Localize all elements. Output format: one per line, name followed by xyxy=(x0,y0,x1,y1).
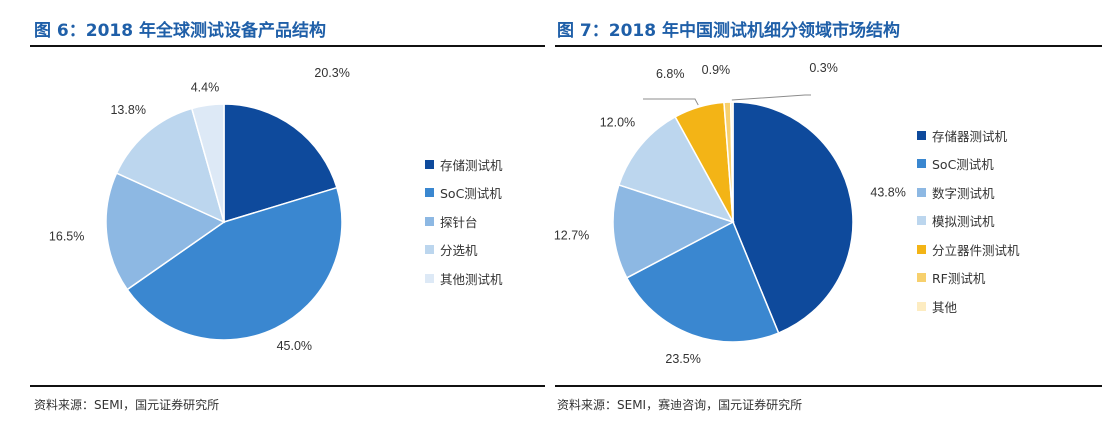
data-label: 16.5% xyxy=(49,229,84,243)
legend-swatch xyxy=(917,273,926,283)
legend-swatch xyxy=(425,216,434,226)
data-label: 45.0% xyxy=(277,339,312,353)
data-label: 43.8% xyxy=(870,186,905,200)
pie-slice xyxy=(625,220,780,343)
legend-item: 其他 xyxy=(917,292,1020,321)
source-note: 资料来源：SEMI，赛迪咨询，国元证券研究所 xyxy=(557,398,803,412)
source-rule xyxy=(30,385,545,387)
legend-item: 探针台 xyxy=(425,207,503,236)
legend-swatch xyxy=(917,216,926,226)
legend-label: 其他 xyxy=(932,299,958,315)
legend-label: 存储测试机 xyxy=(440,157,503,173)
pie-slice xyxy=(223,103,338,224)
source-note: 资料来源：SEMI，国元证券研究所 xyxy=(34,398,220,412)
pie-slice xyxy=(115,107,226,224)
legend-swatch xyxy=(917,244,926,254)
chart-title: 图 6：2018 年全球测试设备产品结构 xyxy=(34,21,326,41)
pie-slice xyxy=(126,186,343,341)
legend-label: 模拟测试机 xyxy=(932,214,995,230)
figure-6-panel: 图 6：2018 年全球测试设备产品结构 20.3% 45.0% 16.5% 13.8… xyxy=(0,0,545,444)
legend-item: 分立器件测试机 xyxy=(917,235,1020,264)
legend-swatch xyxy=(425,245,434,255)
legend-item: 模拟测试机 xyxy=(917,207,1020,236)
data-label: 20.3% xyxy=(314,66,349,80)
legend: 存储器测试机 SoC测试机 数字测试机模拟测试机分立器件测试机 RF测试机其他 xyxy=(917,121,1020,321)
pie-slice xyxy=(190,103,225,223)
legend-label: 存储器测试机 xyxy=(932,128,1008,144)
legend-label: RF测试机 xyxy=(932,271,986,287)
legend-item: 存储器测试机 xyxy=(917,121,1020,150)
pie-slice xyxy=(617,115,735,224)
legend: 存储测试机 SoC测试机 探针台分选机其他测试机 xyxy=(425,150,503,293)
legend-label: 数字测试机 xyxy=(932,185,995,201)
data-label: 0.9% xyxy=(702,63,731,77)
data-label: 4.4% xyxy=(191,80,220,94)
pie-slice xyxy=(105,172,226,291)
pie-slice xyxy=(729,101,734,223)
title-rule xyxy=(555,45,1102,47)
legend-item: RF测试机 xyxy=(917,264,1020,293)
source-rule xyxy=(555,385,1102,387)
legend-swatch xyxy=(917,130,926,140)
data-label: 12.7% xyxy=(554,228,589,242)
legend-item: 其他测试机 xyxy=(425,264,503,293)
data-label: 12.0% xyxy=(600,115,635,129)
legend-swatch xyxy=(425,273,434,283)
data-label: 23.5% xyxy=(665,352,700,366)
pie-chart-china-tester-market: 43.8% 23.5% 12.7% 12.0% 6.8% 0.9% 0.3% xyxy=(554,61,906,366)
legend-label: 探针台 xyxy=(440,214,478,230)
legend-label: SoC测试机 xyxy=(932,157,994,173)
legend-item: SoC测试机 xyxy=(425,179,503,208)
figure-7-panel: 图 7：2018 年中国测试机细分领域市场结构 43.8% 23.5% 12.7% 1… xyxy=(554,0,1102,444)
legend-item: 分选机 xyxy=(425,236,503,265)
legend-swatch xyxy=(917,301,926,311)
legend-item: 存储测试机 xyxy=(425,150,503,179)
leader-line xyxy=(731,94,811,101)
legend-label: 其他测试机 xyxy=(440,271,503,287)
legend-swatch xyxy=(425,159,434,169)
data-label: 0.3% xyxy=(809,61,838,75)
legend-label: 分立器件测试机 xyxy=(932,242,1020,258)
pie-chart-global-test-equipment: 20.3% 45.0% 16.5% 13.8% 4.4% xyxy=(49,66,350,353)
pie-slice xyxy=(732,101,854,334)
chart-title: 图 7：2018 年中国测试机细分领域市场结构 xyxy=(557,21,900,41)
legend-item: 数字测试机 xyxy=(917,178,1020,207)
data-label: 13.8% xyxy=(110,103,145,117)
legend-label: SoC测试机 xyxy=(440,186,502,202)
data-label: 6.8% xyxy=(656,67,685,81)
legend-label: 分选机 xyxy=(440,243,478,259)
leader-line xyxy=(643,98,699,106)
pie-slice xyxy=(612,183,735,279)
title-rule xyxy=(30,45,545,47)
legend-item: SoC测试机 xyxy=(917,150,1020,179)
legend-swatch xyxy=(917,187,926,197)
legend-swatch xyxy=(425,188,434,198)
legend-swatch xyxy=(917,159,926,169)
